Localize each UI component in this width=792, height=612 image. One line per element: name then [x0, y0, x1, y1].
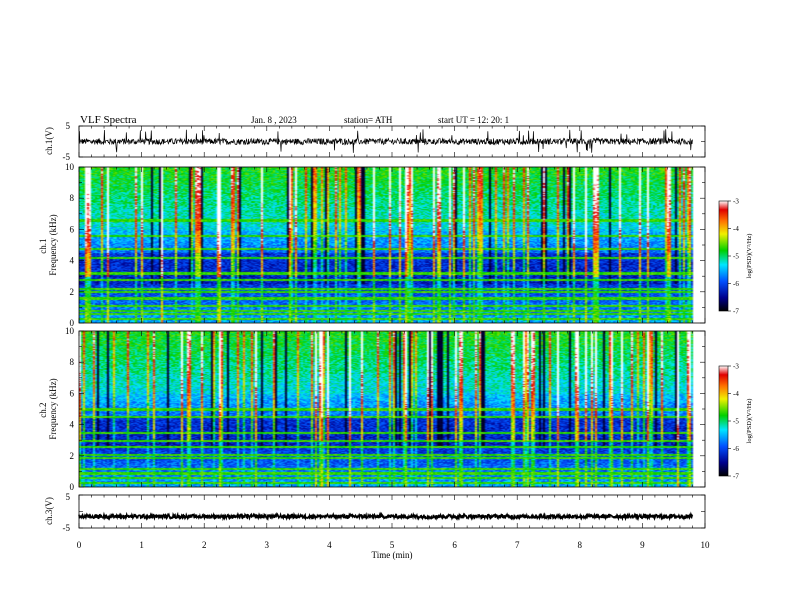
x-tick-label: 0	[77, 540, 82, 550]
x-tick-label: 5	[390, 540, 395, 550]
y-tick-label: 4	[70, 256, 75, 266]
y-tick-label: 6	[70, 224, 75, 234]
y-tick-label: 8	[70, 193, 75, 203]
ch1-spectrogram-ticks: 0 2 4 6 8 10	[65, 162, 706, 328]
waveform-line	[78, 129, 693, 153]
x-tick-label: 9	[640, 540, 645, 550]
panel-ch3-waveform: 5 -5 ch.3(V) 0 1 2 3 4 5 6 7 8 9 10 Time (min)	[44, 492, 710, 560]
ch3-y-tick-top: 5	[66, 492, 71, 502]
x-tick-label: 2	[202, 540, 207, 550]
y-tick-label: 2	[70, 451, 75, 461]
colorbar-tick-label: -6	[733, 280, 739, 288]
colorbar-ch1: -3 -4 -5 -6 -7 log(PSD)(V²/Hz)	[718, 198, 753, 316]
ch1-y-tick-top: 5	[66, 121, 71, 131]
ch1-y-tick-bottom: -5	[63, 152, 71, 162]
ch1-spectrogram-channel-label: ch.1 Frequency (kHz)	[38, 214, 58, 275]
y-tick-label: 0	[70, 482, 75, 492]
colorbar-tick-label: -5	[733, 418, 739, 426]
y-tick-label: 4	[70, 420, 75, 430]
colorbar-ch2-gradient	[719, 366, 728, 476]
colorbar-tick-label: -4	[733, 225, 739, 233]
colorbar-ch1-label: log(PSD)(V²/Hz)	[746, 234, 753, 279]
time-axis-tick-labels: 0 1 2 3 4 5 6 7 8 9 10	[77, 540, 710, 550]
waveform-line	[78, 511, 694, 522]
ch3-waveform-ticks	[78, 494, 706, 529]
header-station: station= ATH	[344, 115, 393, 125]
colorbar-tick-label: -3	[733, 198, 739, 206]
ch2-spectrogram-image	[79, 331, 705, 487]
x-tick-label: 10	[701, 540, 711, 550]
x-tick-label: 8	[578, 540, 583, 550]
panel-ch1-spectrogram: 0 2 4 6 8 10 ch.1 Frequency (kHz)	[38, 162, 706, 328]
y-tick-label: 6	[70, 388, 75, 398]
colorbar-ch2: -3 -4 -5 -6 -7 log(PSD)(V²/Hz)	[718, 363, 753, 481]
figure-title: VLF Spectra	[80, 114, 137, 126]
colorbar-tick-label: -4	[733, 390, 739, 398]
x-tick-label: 7	[515, 540, 520, 550]
ch1-waveform-ylabel: ch.1(V)	[44, 127, 54, 155]
y-tick-label: 10	[65, 162, 75, 172]
colorbar-tick-label: -7	[733, 473, 739, 481]
colorbar-tick-label: -5	[733, 253, 739, 261]
panel-ch2-spectrogram: 0 2 4 6 8 10 ch.2 Frequency (kHz)	[38, 326, 706, 492]
y-tick-label: 0	[70, 318, 75, 328]
ch1-waveform-trace	[78, 129, 693, 153]
header-start-time: start UT = 12: 20: 1	[438, 115, 509, 125]
ch1-waveform-ticks	[78, 125, 706, 158]
colorbar-ch1-gradient	[719, 201, 728, 311]
colorbar-ch2-ticks: -3 -4 -5 -6 -7	[728, 363, 739, 481]
ch2-spectrogram-ticks: 0 2 4 6 8 10	[65, 326, 706, 492]
ch3-y-tick-bottom: -5	[63, 523, 71, 533]
x-tick-label: 4	[327, 540, 332, 550]
x-tick-label: 1	[139, 540, 144, 550]
colorbar-tick-label: -3	[733, 363, 739, 371]
header-date: Jan. 8 , 2023	[251, 115, 297, 125]
x-tick-label: 6	[452, 540, 457, 550]
y-tick-label: 10	[65, 326, 75, 336]
ch2-spectrogram-channel-label: ch.2 Frequency (kHz)	[38, 378, 58, 439]
colorbar-ch1-ticks: -3 -4 -5 -6 -7	[728, 198, 739, 316]
colorbar-tick-label: -6	[733, 445, 739, 453]
ch1-spectrogram-image	[79, 167, 705, 323]
time-axis-label: Time (min)	[372, 550, 413, 560]
panel-ch1-waveform: 5 -5 ch.1(V)	[44, 121, 706, 162]
y-tick-label: 2	[70, 287, 75, 297]
colorbar-ch2-label: log(PSD)(V²/Hz)	[746, 399, 753, 444]
x-tick-label: 3	[265, 540, 270, 550]
y-tick-label: 8	[70, 357, 75, 367]
colorbar-tick-label: -7	[733, 308, 739, 316]
ch3-waveform-trace	[78, 511, 694, 522]
ch3-waveform-ylabel: ch.3(V)	[44, 497, 54, 525]
